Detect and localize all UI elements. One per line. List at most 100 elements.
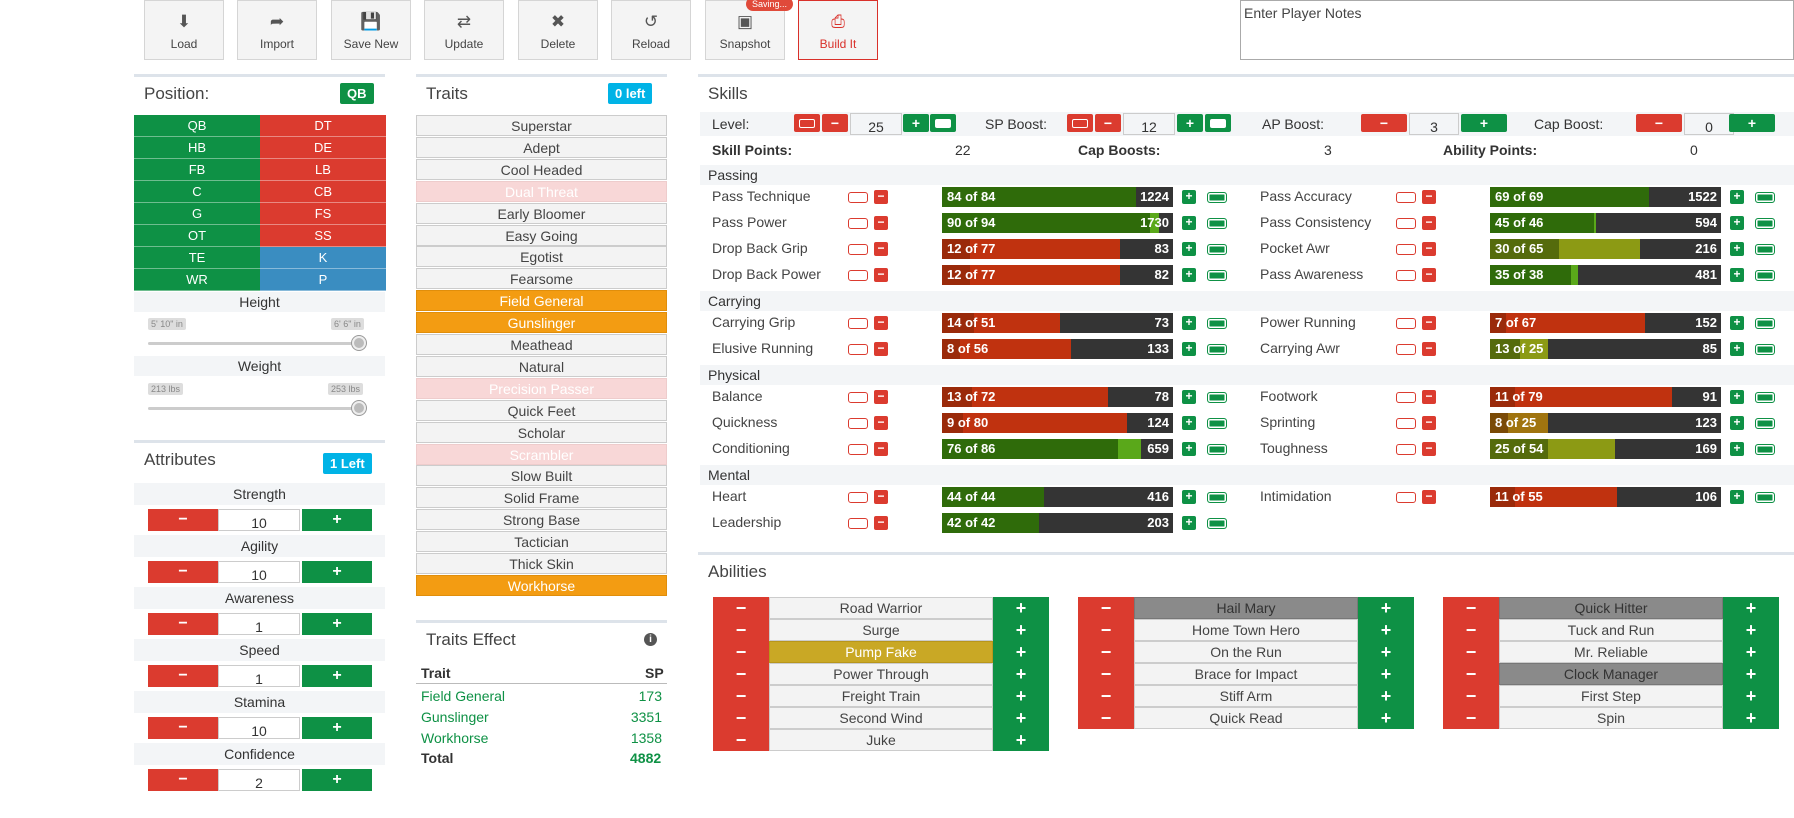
- skill-carrying-awr-minus-button[interactable]: −: [1422, 342, 1436, 356]
- skill-quickness-minus-button[interactable]: −: [874, 416, 888, 430]
- ability-stiff-arm-minus-button[interactable]: −: [1078, 685, 1134, 707]
- skill-pass-accuracy-max-button[interactable]: [1755, 192, 1775, 203]
- cap-boost-minus-button[interactable]: −: [1636, 114, 1682, 132]
- ability-quick-read-minus-button[interactable]: −: [1078, 707, 1134, 729]
- skill-power-running-min-button[interactable]: [1396, 318, 1416, 329]
- skill-drop-back-grip-minus-button[interactable]: −: [874, 242, 888, 256]
- skill-drop-back-power-min-button[interactable]: [848, 270, 868, 281]
- ability-mr-reliable-minus-button[interactable]: −: [1443, 641, 1499, 663]
- ability-home-town-hero-plus-button[interactable]: +: [1358, 619, 1414, 641]
- skill-leadership-plus-button[interactable]: +: [1182, 516, 1196, 530]
- skill-conditioning-minus-button[interactable]: −: [874, 442, 888, 456]
- skill-drop-back-grip-plus-button[interactable]: +: [1182, 242, 1196, 256]
- build-it-button[interactable]: ⎙ Build It: [798, 0, 878, 60]
- ability-pump-fake[interactable]: Pump Fake: [769, 641, 993, 663]
- skill-quickness-plus-button[interactable]: +: [1182, 416, 1196, 430]
- position-cb-button[interactable]: CB: [260, 181, 386, 203]
- trait-superstar[interactable]: Superstar: [416, 115, 667, 136]
- attr-confidence-plus-button[interactable]: +: [302, 769, 372, 791]
- skill-balance-min-button[interactable]: [848, 392, 868, 403]
- attr-awareness-plus-button[interactable]: +: [302, 613, 372, 635]
- ability-quick-read-plus-button[interactable]: +: [1358, 707, 1414, 729]
- trait-solid-frame[interactable]: Solid Frame: [416, 487, 667, 509]
- trait-slow-built[interactable]: Slow Built: [416, 465, 667, 487]
- sp-boost-min-button[interactable]: [1067, 114, 1093, 132]
- trait-gunslinger[interactable]: Gunslinger: [416, 312, 667, 334]
- snapshot-button[interactable]: Saving... ▣ Snapshot: [705, 0, 794, 60]
- sp-boost-plus-button[interactable]: +: [1177, 114, 1203, 132]
- attr-confidence-value[interactable]: 2: [218, 769, 300, 791]
- skill-sprinting-max-button[interactable]: [1755, 418, 1775, 429]
- ability-quick-hitter[interactable]: Quick Hitter: [1499, 597, 1723, 619]
- skill-conditioning-max-button[interactable]: [1207, 444, 1227, 455]
- skill-heart-max-button[interactable]: [1207, 492, 1227, 503]
- trait-field-general[interactable]: Field General: [416, 290, 667, 312]
- skill-heart-plus-button[interactable]: +: [1182, 490, 1196, 504]
- ability-pump-fake-plus-button[interactable]: +: [993, 641, 1049, 663]
- sp-boost-max-button[interactable]: [1205, 114, 1231, 132]
- ability-hail-mary-minus-button[interactable]: −: [1078, 597, 1134, 619]
- skill-quickness-min-button[interactable]: [848, 418, 868, 429]
- skill-sprinting-plus-button[interactable]: +: [1730, 416, 1744, 430]
- trait-workhorse[interactable]: Workhorse: [416, 574, 667, 596]
- ability-power-through[interactable]: Power Through: [769, 663, 993, 685]
- position-fs-button[interactable]: FS: [260, 203, 386, 225]
- attr-speed-minus-button[interactable]: −: [148, 665, 218, 687]
- skill-heart-min-button[interactable]: [848, 492, 868, 503]
- skill-carrying-grip-min-button[interactable]: [848, 318, 868, 329]
- skill-pass-consistency-min-button[interactable]: [1396, 218, 1416, 229]
- trait-scrambler[interactable]: Scrambler: [416, 443, 667, 465]
- level-max-button[interactable]: [930, 114, 956, 132]
- ability-clock-manager[interactable]: Clock Manager: [1499, 663, 1723, 685]
- level-plus-button[interactable]: +: [903, 114, 929, 132]
- ability-second-wind-minus-button[interactable]: −: [713, 707, 769, 729]
- ability-spin[interactable]: Spin: [1499, 707, 1723, 729]
- position-hb-button[interactable]: HB: [134, 137, 260, 159]
- trait-tactician[interactable]: Tactician: [416, 531, 667, 553]
- skill-drop-back-grip-max-button[interactable]: [1207, 244, 1227, 255]
- skill-footwork-minus-button[interactable]: −: [1422, 390, 1436, 404]
- position-ot-button[interactable]: OT: [134, 225, 260, 247]
- skill-sprinting-minus-button[interactable]: −: [1422, 416, 1436, 430]
- skill-carrying-grip-plus-button[interactable]: +: [1182, 316, 1196, 330]
- ability-surge-minus-button[interactable]: −: [713, 619, 769, 641]
- sp-boost-value[interactable]: 12: [1123, 113, 1175, 135]
- save-new-button[interactable]: 💾 Save New: [331, 0, 411, 60]
- delete-button[interactable]: ✖ Delete: [518, 0, 598, 60]
- position-p-button[interactable]: P: [260, 269, 386, 291]
- ability-juke-plus-button[interactable]: +: [993, 729, 1049, 751]
- ability-brace-for-impact-plus-button[interactable]: +: [1358, 663, 1414, 685]
- ability-surge[interactable]: Surge: [769, 619, 993, 641]
- skill-carrying-awr-max-button[interactable]: [1755, 344, 1775, 355]
- skill-pass-accuracy-min-button[interactable]: [1396, 192, 1416, 203]
- skill-pocket-awr-minus-button[interactable]: −: [1422, 242, 1436, 256]
- ability-on-the-run-minus-button[interactable]: −: [1078, 641, 1134, 663]
- trait-easy-going[interactable]: Easy Going: [416, 224, 667, 246]
- skill-carrying-awr-min-button[interactable]: [1396, 344, 1416, 355]
- position-dt-button[interactable]: DT: [260, 115, 386, 137]
- trait-early-bloomer[interactable]: Early Bloomer: [416, 202, 667, 224]
- skill-elusive-running-plus-button[interactable]: +: [1182, 342, 1196, 356]
- skill-pass-technique-minus-button[interactable]: −: [874, 190, 888, 204]
- attr-strength-minus-button[interactable]: −: [148, 509, 218, 531]
- ability-quick-hitter-plus-button[interactable]: +: [1723, 597, 1779, 619]
- weight-slider[interactable]: [148, 407, 363, 410]
- skill-carrying-awr-plus-button[interactable]: +: [1730, 342, 1744, 356]
- skill-pass-consistency-minus-button[interactable]: −: [1422, 216, 1436, 230]
- trait-strong-base[interactable]: Strong Base: [416, 509, 667, 531]
- height-slider-handle[interactable]: [352, 336, 366, 350]
- skill-toughness-plus-button[interactable]: +: [1730, 442, 1744, 456]
- ability-juke[interactable]: Juke: [769, 729, 993, 751]
- trait-cool-headed[interactable]: Cool Headed: [416, 158, 667, 180]
- position-g-button[interactable]: G: [134, 203, 260, 225]
- ability-first-step-plus-button[interactable]: +: [1723, 685, 1779, 707]
- trait-adept[interactable]: Adept: [416, 136, 667, 158]
- skill-drop-back-grip-min-button[interactable]: [848, 244, 868, 255]
- attr-strength-plus-button[interactable]: +: [302, 509, 372, 531]
- skill-intimidation-max-button[interactable]: [1755, 492, 1775, 503]
- import-button[interactable]: ➦ Import: [237, 0, 317, 60]
- skill-pass-awareness-min-button[interactable]: [1396, 270, 1416, 281]
- skill-footwork-plus-button[interactable]: +: [1730, 390, 1744, 404]
- ability-tuck-and-run-plus-button[interactable]: +: [1723, 619, 1779, 641]
- skill-leadership-max-button[interactable]: [1207, 518, 1227, 529]
